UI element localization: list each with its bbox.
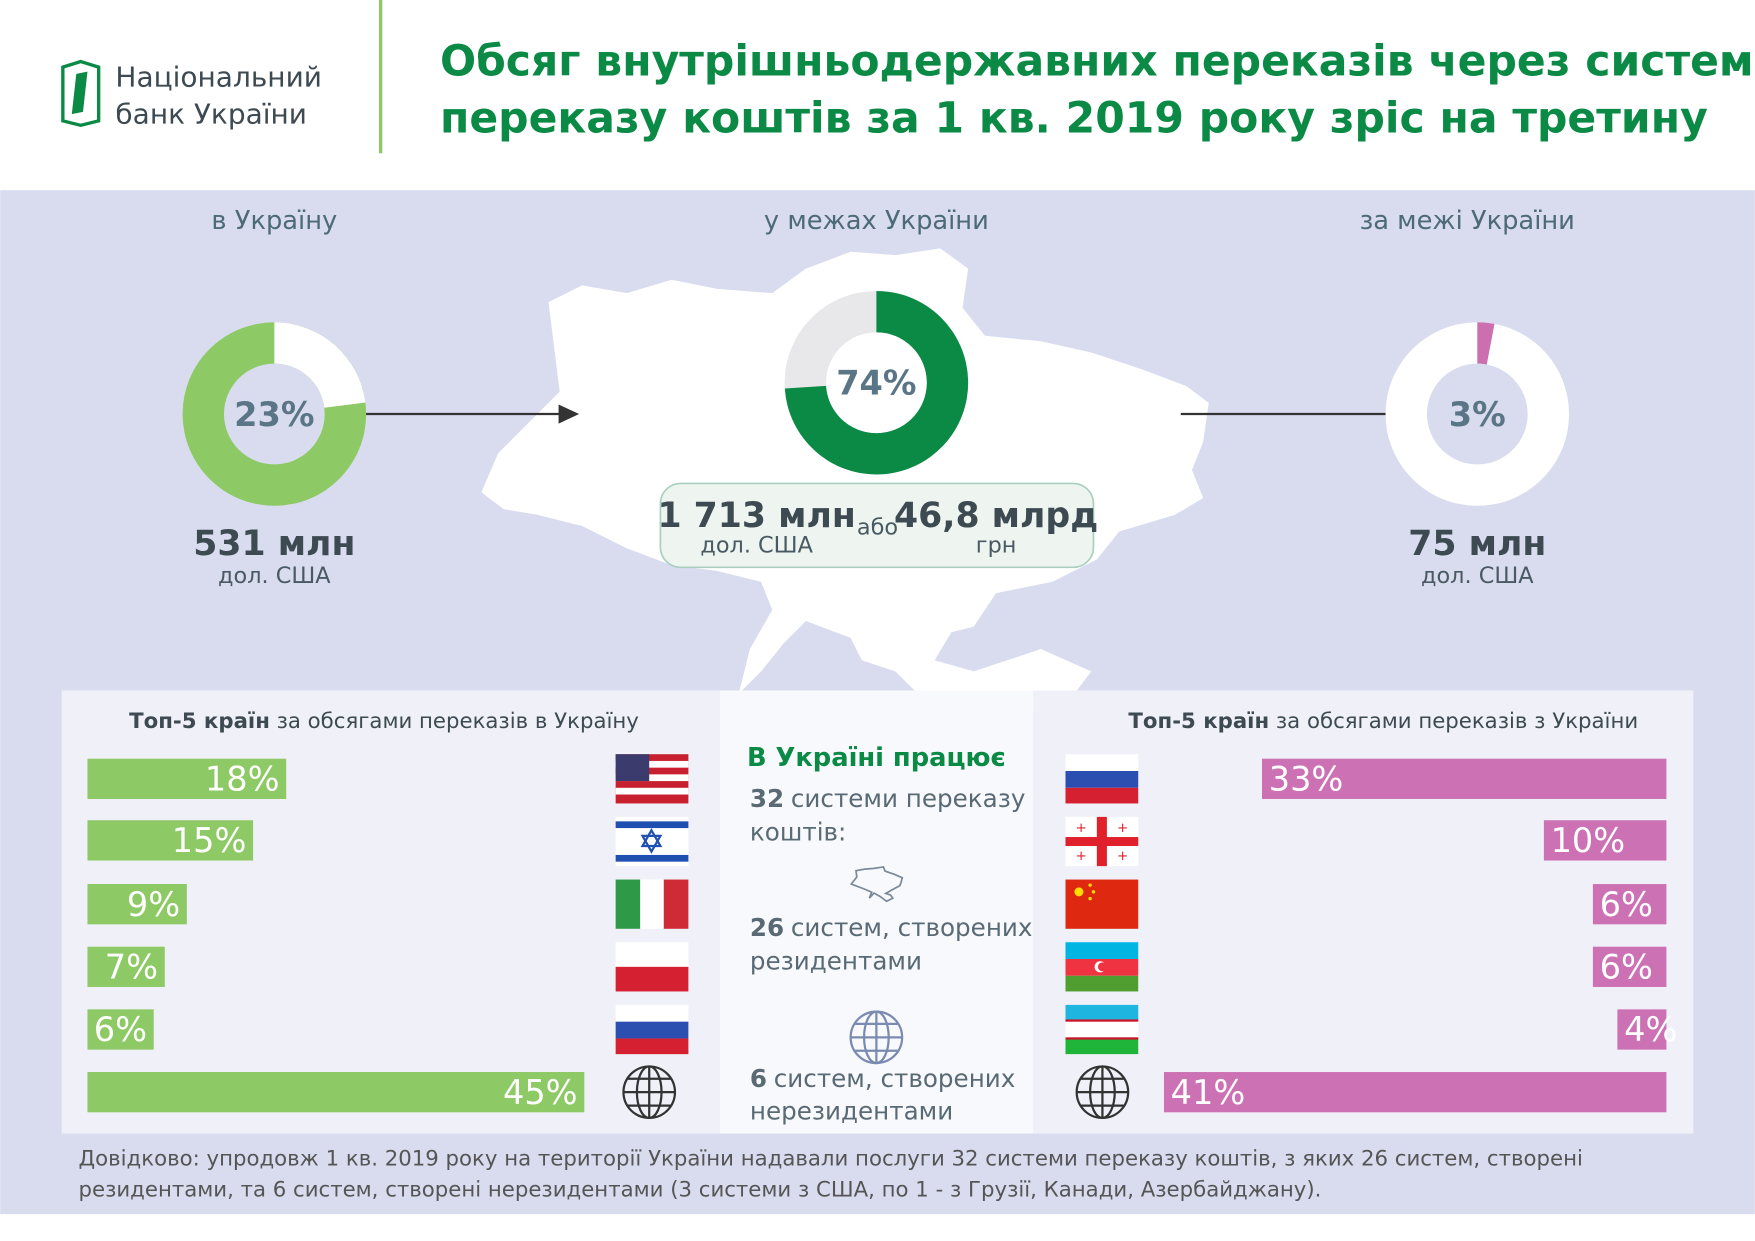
donut-hole xyxy=(223,363,325,465)
connector: або xyxy=(857,515,898,541)
systems-heading: В Україні працює xyxy=(747,743,1006,773)
bar xyxy=(87,946,165,987)
amount: 75 млн xyxy=(1408,524,1546,564)
panel-title-bold: Топ-5 країн xyxy=(1128,709,1269,734)
bar xyxy=(87,820,254,861)
ukraine-icon xyxy=(849,865,904,903)
panel-title-bold: Топ-5 країн xyxy=(129,709,270,734)
bar xyxy=(87,1072,585,1113)
donut-segment xyxy=(1477,322,1495,365)
bar xyxy=(1617,1009,1667,1050)
flag-italy xyxy=(615,879,689,929)
bar-label: 18% xyxy=(205,760,280,799)
title: переказу коштів за 1 кв. 2019 року зріс … xyxy=(440,94,1708,143)
systems-number: 6 xyxy=(750,1064,767,1093)
donut-segment xyxy=(784,290,969,475)
flag-russia xyxy=(615,1004,689,1055)
donut-label: 23% xyxy=(234,395,314,434)
logo-text: банк України xyxy=(115,97,307,130)
donut-hole xyxy=(826,332,927,434)
bar xyxy=(1163,1072,1667,1113)
svg-text:+: + xyxy=(1076,821,1087,836)
systems-text: коштів: xyxy=(750,818,846,847)
flag-usa xyxy=(615,754,689,804)
panel-title: Топ-5 країн за обсягами переказів з Украї… xyxy=(1128,709,1638,734)
amount: 531 млн xyxy=(193,524,355,564)
flag-russia xyxy=(1065,754,1139,804)
svg-text:+: + xyxy=(1117,821,1128,836)
bar xyxy=(1592,884,1667,925)
bar-label: 7% xyxy=(105,948,158,987)
bar-label: 41% xyxy=(1171,1073,1246,1112)
panel-title-rest: за обсягами переказів в Україну xyxy=(277,709,639,734)
bar xyxy=(87,1009,154,1050)
systems-text: резидентами xyxy=(750,946,922,975)
donut-label: 3% xyxy=(1449,395,1506,434)
amount-box xyxy=(659,482,1095,569)
systems-number: 26 xyxy=(750,913,784,942)
logo-text: Національний xyxy=(115,60,322,93)
title: Обсяг внутрішньодержавних переказів чере… xyxy=(440,37,1755,86)
flag-azerbaijan xyxy=(1065,942,1139,992)
section-heading: за межі України xyxy=(1360,206,1575,236)
bar xyxy=(1592,946,1667,987)
unit: грн xyxy=(976,533,1017,559)
bar-label: 6% xyxy=(94,1010,147,1049)
flag-china xyxy=(1065,879,1139,929)
section-heading: у межах України xyxy=(764,206,989,236)
bar-label: 10% xyxy=(1551,821,1626,860)
unit: дол. США xyxy=(1421,563,1534,589)
donut-segment xyxy=(274,322,366,408)
panel-title: Топ-5 країн за обсягами переказів в Украї… xyxy=(129,709,639,734)
footnote: Довідково: упродовж 1 кв. 2019 року на т… xyxy=(79,1146,1583,1171)
flag-uzbekistan xyxy=(1065,1004,1139,1055)
bar-label: 33% xyxy=(1269,760,1344,799)
systems-text: систем, створених xyxy=(774,1064,1016,1093)
bar-label: 15% xyxy=(172,821,247,860)
systems-number: 32 xyxy=(750,784,784,813)
amount: 1 713 млн xyxy=(657,496,855,536)
unit: дол. США xyxy=(700,533,813,559)
flag-georgia: + + + + xyxy=(1065,816,1139,867)
bar xyxy=(1543,820,1667,861)
unit: дол. США xyxy=(218,563,331,589)
systems-text: 32 системи переказу xyxy=(750,784,1025,813)
svg-text:+: + xyxy=(1117,849,1128,864)
panel-title-rest: за обсягами переказів з України xyxy=(1276,709,1638,734)
bar-label: 6% xyxy=(1600,948,1653,987)
bar xyxy=(87,758,287,799)
systems-text: 6 систем, створених xyxy=(750,1064,1015,1093)
svg-text:+: + xyxy=(1076,849,1087,864)
logo xyxy=(61,59,101,128)
donut-label: 74% xyxy=(836,363,916,402)
section-heading: в Україну xyxy=(211,206,337,236)
systems-text: систем, створених xyxy=(791,913,1033,942)
amount: 46,8 млрд xyxy=(894,496,1098,536)
globe-icon xyxy=(849,1010,904,1065)
bar-label: 4% xyxy=(1624,1010,1677,1049)
systems-text: 26 систем, створених xyxy=(750,913,1033,942)
bar-label: 45% xyxy=(503,1073,578,1112)
donut-hole xyxy=(1426,363,1528,465)
footnote: резидентами, та 6 систем, створені нерез… xyxy=(79,1178,1322,1203)
bar xyxy=(87,884,187,925)
globe-icon xyxy=(1075,1065,1130,1120)
flag-israel xyxy=(615,816,689,867)
bar-label: 9% xyxy=(127,885,180,924)
flag-poland xyxy=(615,942,689,992)
bar xyxy=(1262,758,1667,799)
systems-text: нерезидентами xyxy=(750,1096,953,1125)
systems-text: системи переказу xyxy=(791,784,1025,813)
globe-icon xyxy=(622,1065,677,1120)
bar-label: 6% xyxy=(1600,885,1653,924)
